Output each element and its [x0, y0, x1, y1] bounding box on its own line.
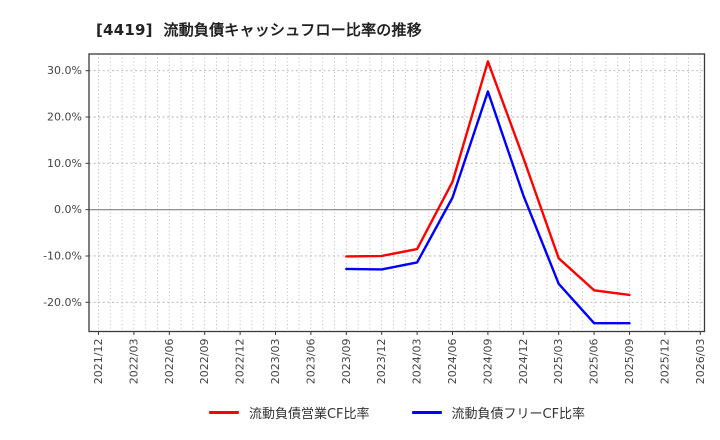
svg-text:2022/09: 2022/09 [198, 339, 211, 385]
svg-text:2023/12: 2023/12 [375, 339, 388, 385]
legend-item-operating-cf: 流動負債営業CF比率 [208, 403, 370, 422]
chart-legend: 流動負債営業CF比率 流動負債フリーCF比率 [89, 401, 705, 423]
svg-text:2026/03: 2026/03 [694, 339, 707, 385]
svg-text:20.0%: 20.0% [47, 111, 82, 124]
svg-text:0.0%: 0.0% [54, 203, 82, 216]
svg-text:2023/03: 2023/03 [269, 339, 282, 385]
chart-title: [4419] 流動負債キャッシュフロー比率の推移 [96, 21, 422, 39]
svg-text:10.0%: 10.0% [47, 157, 82, 170]
svg-text:2025/09: 2025/09 [623, 339, 636, 385]
legend-item-free-cf: 流動負債フリーCF比率 [411, 403, 586, 422]
svg-text:2022/03: 2022/03 [127, 339, 140, 385]
svg-text:2021/12: 2021/12 [92, 339, 105, 385]
svg-text:2024/12: 2024/12 [517, 339, 530, 385]
svg-text:2022/06: 2022/06 [163, 339, 176, 385]
svg-text:2025/12: 2025/12 [658, 339, 671, 385]
svg-text:30.0%: 30.0% [47, 64, 82, 77]
svg-text:2024/09: 2024/09 [481, 339, 494, 385]
svg-text:2022/12: 2022/12 [234, 339, 247, 385]
svg-text:2023/09: 2023/09 [340, 339, 353, 385]
legend-label-free-cf: 流動負債フリーCF比率 [451, 406, 586, 422]
svg-text:2023/06: 2023/06 [304, 339, 317, 385]
red-line-swatch [208, 410, 239, 414]
blue-line-swatch [411, 410, 442, 414]
svg-text:-10.0%: -10.0% [43, 250, 82, 263]
svg-text:2024/06: 2024/06 [446, 339, 459, 385]
svg-text:2024/03: 2024/03 [411, 339, 424, 385]
svg-text:2025/06: 2025/06 [588, 339, 601, 385]
svg-text:-20.0%: -20.0% [43, 296, 82, 309]
legend-label-operating-cf: 流動負債営業CF比率 [248, 406, 370, 422]
svg-text:2025/03: 2025/03 [552, 339, 565, 385]
